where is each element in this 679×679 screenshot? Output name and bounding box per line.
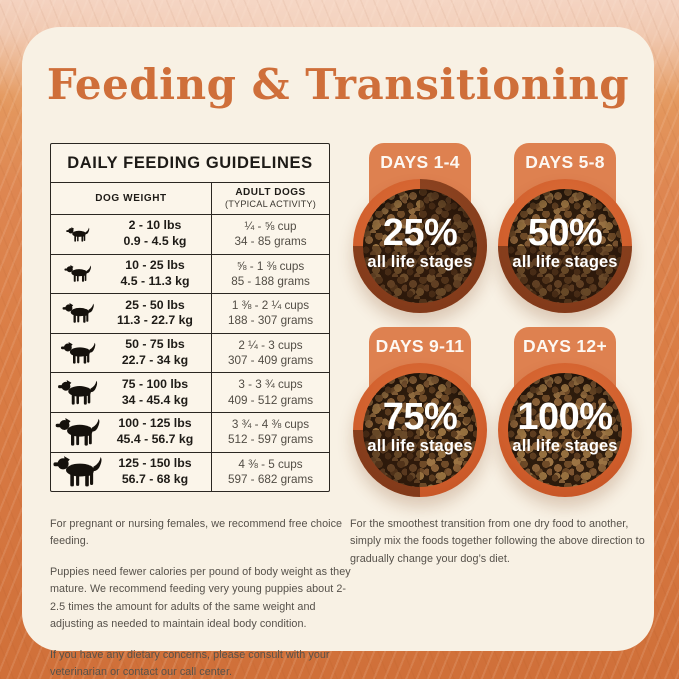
- weight-kg: 45.4 - 56.7 kg: [116, 432, 194, 447]
- note-puppies: Puppies need fewer calories per pound of…: [50, 565, 351, 631]
- weight-lbs: 125 - 150 lbs: [118, 455, 192, 470]
- weight-lbs: 75 - 100 lbs: [121, 376, 189, 391]
- transition-step-days-12-plus: DAYS 12+ 100% all life stages: [495, 327, 635, 497]
- typical-activity-label: (TYPICAL ACTIVITY): [224, 198, 317, 209]
- days-label: DAYS 9-11: [375, 336, 465, 356]
- kibble-texture: [363, 189, 477, 303]
- table-row: 10 - 25 lbs 4.5 - 11.3 kg ⅝ - 1 ⅜ cups 85 …: [51, 254, 329, 295]
- table-row: 2 - 10 lbs 0.9 - 4.5 kg ¼ - ⅝ cup 34 - 85 …: [51, 215, 329, 255]
- dog-icon: [51, 342, 105, 364]
- table-header-row: DOG WEIGHT ADULT DOGS (TYPICAL ACTIVITY): [51, 183, 329, 215]
- table-row: 25 - 50 lbs 11.3 - 22.7 kg 1 ⅜ - 2 ¼ cups…: [51, 294, 329, 334]
- transition-step-days-1-4: DAYS 1-4 25% all life stages: [350, 143, 490, 313]
- dog-icon: [51, 418, 105, 446]
- amount-grams: 188 - 307 grams: [227, 314, 314, 328]
- weight-lbs: 10 - 25 lbs: [125, 257, 185, 272]
- dog-icon: [51, 265, 105, 282]
- page-title: Feeding & Transitioning: [46, 60, 630, 109]
- amount-grams: 34 - 85 grams: [234, 235, 307, 249]
- life-stages-label: all life stages: [367, 253, 473, 272]
- weight-kg: 22.7 - 34 kg: [121, 353, 189, 368]
- percent-label: 75%: [382, 396, 458, 439]
- life-stages-label: all life stages: [512, 253, 618, 272]
- days-label: DAYS 5-8: [525, 152, 605, 172]
- kibble-bowl: 25% all life stages: [353, 179, 487, 313]
- dog-icon: [51, 227, 105, 242]
- weight-lbs: 50 - 75 lbs: [125, 337, 185, 352]
- note-pregnant-nursing: For pregnant or nursing females, we reco…: [50, 518, 343, 548]
- transition-note: For the smoothest transition from one dr…: [350, 516, 648, 568]
- amount-cups: 4 ⅜ - 5 cups: [238, 457, 303, 471]
- table-row: 50 - 75 lbs 22.7 - 34 kg 2 ¼ - 3 cups 307 …: [51, 333, 329, 374]
- dog-icon: [51, 456, 105, 487]
- weight-lbs: 100 - 125 lbs: [118, 416, 192, 431]
- amount-cups: 3 ¾ - 4 ⅜ cups: [231, 418, 310, 432]
- transition-step-days-5-8: DAYS 5-8 50% all life stages: [495, 143, 635, 313]
- weight-kg: 11.3 - 22.7 kg: [117, 313, 193, 328]
- amount-grams: 307 - 409 grams: [227, 354, 314, 368]
- transition-step-days-9-11: DAYS 9-11 75% all life stages: [350, 327, 490, 497]
- amount-cups: ¼ - ⅝ cup: [244, 220, 297, 234]
- life-stages-label: all life stages: [512, 437, 618, 456]
- kibble-texture: [508, 189, 622, 303]
- amount-grams: 409 - 512 grams: [227, 393, 314, 407]
- amount-cups: 1 ⅜ - 2 ¼ cups: [231, 299, 310, 313]
- feeding-notes: For pregnant or nursing females, we reco…: [50, 516, 354, 679]
- amount-cups: 2 ¼ - 3 cups: [238, 338, 303, 352]
- bowl-shade-overlay: [498, 179, 632, 313]
- table-row: 125 - 150 lbs 56.7 - 68 kg 4 ⅜ - 5 cups 59…: [51, 452, 329, 492]
- mix-ratio: 50% all life stages: [512, 214, 617, 272]
- kibble-texture: [363, 373, 477, 487]
- transition-steps: DAYS 1-4 25% all life stages DAYS 5-8: [350, 143, 635, 497]
- table-row: 75 - 100 lbs 34 - 45.4 kg 3 - 3 ¾ cups 409…: [51, 373, 329, 413]
- table-row: 100 - 125 lbs 45.4 - 56.7 kg 3 ¾ - 4 ⅜ cu…: [51, 412, 329, 453]
- mix-ratio: 100% all life stages: [512, 398, 617, 456]
- kibble-bowl: 75% all life stages: [353, 363, 487, 497]
- note-dietary-concerns: If you have any dietary concerns, please…: [50, 648, 330, 679]
- percent-label: 25%: [382, 212, 458, 255]
- adult-dogs-label: ADULT DOGS: [235, 187, 306, 199]
- weight-kg: 0.9 - 4.5 kg: [123, 234, 187, 249]
- column-header-dog-weight: DOG WEIGHT: [51, 183, 212, 214]
- days-label: DAYS 12+: [523, 336, 607, 356]
- kibble-bowl: 50% all life stages: [498, 179, 632, 313]
- note-smooth-transition: For the smoothest transition from one dr…: [350, 518, 645, 565]
- kibble-bowl: 100% all life stages: [498, 363, 632, 497]
- feeding-guidelines-table: DAILY FEEDING GUIDELINES DOG WEIGHT ADUL…: [50, 143, 330, 493]
- mix-ratio: 25% all life stages: [367, 214, 472, 272]
- table-title: DAILY FEEDING GUIDELINES: [51, 144, 329, 183]
- column-header-adult-dogs: ADULT DOGS (TYPICAL ACTIVITY): [212, 183, 329, 214]
- percent-label: 100%: [517, 396, 613, 439]
- weight-kg: 56.7 - 68 kg: [121, 471, 189, 486]
- bowl-shade-overlay: [353, 179, 487, 313]
- life-stages-label: all life stages: [367, 437, 473, 456]
- amount-grams: 597 - 682 grams: [227, 472, 314, 486]
- weight-kg: 34 - 45.4 kg: [121, 392, 189, 407]
- days-label: DAYS 1-4: [380, 152, 460, 172]
- bowl-shade-overlay: [498, 363, 632, 497]
- percent-label: 50%: [527, 212, 603, 255]
- dog-icon: [51, 303, 105, 323]
- amount-cups: 3 - 3 ¾ cups: [238, 378, 303, 392]
- weight-kg: 4.5 - 11.3 kg: [120, 273, 190, 288]
- dog-icon: [51, 380, 105, 405]
- amount-grams: 85 - 188 grams: [231, 274, 310, 288]
- kibble-texture: [508, 373, 622, 487]
- info-card: Feeding & Transitioning DAILY FEEDING GU…: [22, 27, 654, 678]
- weight-lbs: 25 - 50 lbs: [125, 297, 185, 312]
- mix-ratio: 75% all life stages: [367, 398, 472, 456]
- amount-grams: 512 - 597 grams: [227, 433, 314, 447]
- weight-lbs: 2 - 10 lbs: [128, 218, 182, 233]
- bowl-shade-overlay: [353, 363, 487, 497]
- amount-cups: ⅝ - 1 ⅜ cups: [236, 259, 305, 273]
